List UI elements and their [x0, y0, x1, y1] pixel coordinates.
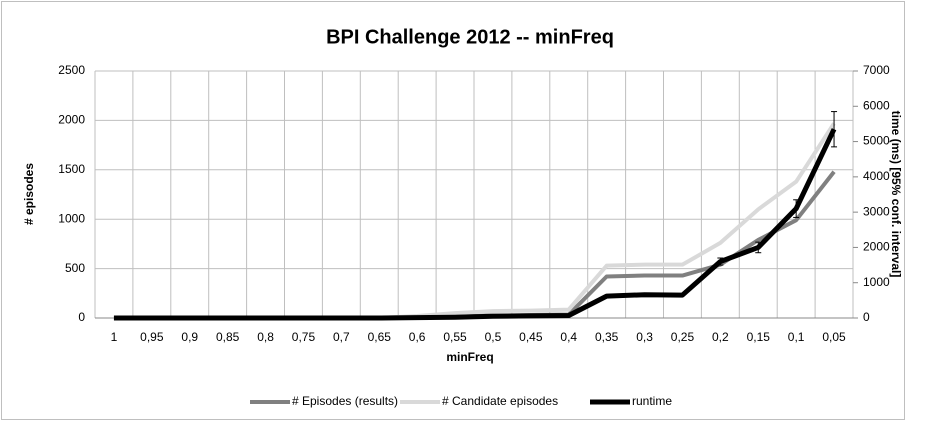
x-tick-label: 0,05	[822, 330, 846, 344]
y-tick-label: 2500	[58, 63, 85, 77]
y2-tick-label: 0	[863, 310, 870, 324]
error-bar	[717, 257, 724, 266]
x-tick-label: 0,65	[368, 330, 392, 344]
error-bar	[793, 199, 800, 218]
x-tick-label: 0,85	[216, 330, 240, 344]
y2-tick-label: 3000	[863, 204, 890, 218]
y2-tick-label: 5000	[863, 134, 890, 148]
y-tick-label: 0	[78, 310, 85, 324]
x-tick-label: 0,15	[747, 330, 771, 344]
legend-label: # Episodes (results)	[292, 394, 398, 408]
y2-axis-label: time (ms) [95% conf. interval]	[889, 111, 903, 278]
error-bar	[755, 241, 762, 254]
x-tick-label: 0,55	[443, 330, 467, 344]
x-tick-label: 0,95	[140, 330, 164, 344]
y2-tick-label: 4000	[863, 169, 890, 183]
chart-title: BPI Challenge 2012 -- minFreq	[326, 26, 614, 48]
x-tick-label: 0,6	[409, 330, 426, 344]
y-tick-label: 2000	[58, 113, 85, 127]
x-tick-label: 1	[111, 330, 118, 344]
x-tick-label: 0,2	[712, 330, 729, 344]
y2-tick-label: 2000	[863, 240, 890, 254]
y-tick-label: 1000	[58, 211, 85, 225]
x-tick-label: 0,7	[333, 330, 350, 344]
x-tick-label: 0,3	[636, 330, 653, 344]
x-tick-label: 0,45	[519, 330, 543, 344]
x-tick-label: 0,1	[788, 330, 805, 344]
y-axis-label: # episodes	[22, 163, 36, 225]
x-tick-label: 0,35	[595, 330, 619, 344]
y2-tick-label: 6000	[863, 98, 890, 112]
y-tick-label: 1500	[58, 162, 85, 176]
series-line	[113, 128, 837, 321]
error-bar	[831, 111, 838, 148]
x-axis-label: minFreq	[446, 350, 493, 364]
x-tick-label: 0,9	[181, 330, 198, 344]
x-tick-label: 0,5	[485, 330, 502, 344]
y2-tick-label: 1000	[863, 275, 890, 289]
y-tick-label: 500	[65, 261, 85, 275]
legend-label: # Candidate episodes	[442, 394, 558, 408]
x-tick-label: 0,8	[257, 330, 274, 344]
x-tick-label: 0,25	[671, 330, 695, 344]
y2-tick-label: 7000	[863, 63, 890, 77]
x-tick-label: 0,4	[560, 330, 577, 344]
x-tick-label: 0,75	[292, 330, 316, 344]
legend-label: runtime	[632, 394, 672, 408]
